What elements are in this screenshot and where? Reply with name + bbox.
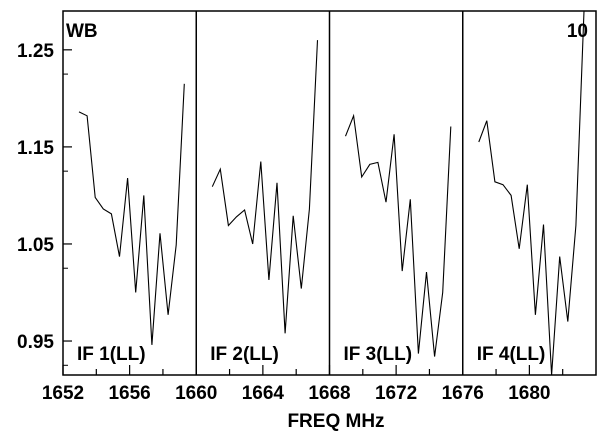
- x-tick-label: 1668: [308, 383, 350, 404]
- y-tick-label: 0.95: [17, 332, 54, 353]
- corner-label-right: 10: [567, 21, 588, 42]
- y-axis: 0.95 1.05 1.15 1.25: [17, 41, 72, 366]
- x-tick-label: 1676: [442, 383, 484, 404]
- panel-1: 1652 1656 IF 1(LL): [42, 83, 185, 404]
- panel-4: 1676 1680 IF 4(LL): [442, 10, 585, 404]
- panel-label: IF 1(LL): [77, 344, 146, 365]
- x-tick-label: 1680: [508, 383, 550, 404]
- panel-label: IF 4(LL): [477, 344, 546, 365]
- x-tick-label: 1652: [42, 383, 84, 404]
- y-tick-label: 1.05: [17, 235, 54, 256]
- x-tick-label: 1660: [175, 383, 217, 404]
- x-tick-label: 1672: [375, 383, 417, 404]
- y-tick-label: 1.15: [17, 138, 54, 159]
- panels: 1652 1656 IF 1(LL) 1660 1664 IF 2(LL) 1668 1672…: [42, 10, 585, 404]
- panel-label: IF 3(LL): [344, 344, 413, 365]
- series-line: [478, 10, 585, 376]
- corner-label-left: WB: [66, 21, 98, 42]
- x-tick-label: 1656: [108, 383, 150, 404]
- panel-2: 1660 1664 IF 2(LL): [175, 11, 319, 404]
- series-line: [344, 113, 452, 357]
- x-tick-label: 1664: [242, 383, 285, 404]
- x-axis-title: FREQ MHz: [287, 411, 384, 432]
- panel-label: IF 2(LL): [210, 344, 279, 365]
- series-line: [211, 40, 319, 334]
- panel-3: 1668 1672 IF 3(LL): [308, 11, 452, 404]
- series-line: [78, 83, 185, 345]
- y-tick-label: 1.25: [17, 41, 54, 62]
